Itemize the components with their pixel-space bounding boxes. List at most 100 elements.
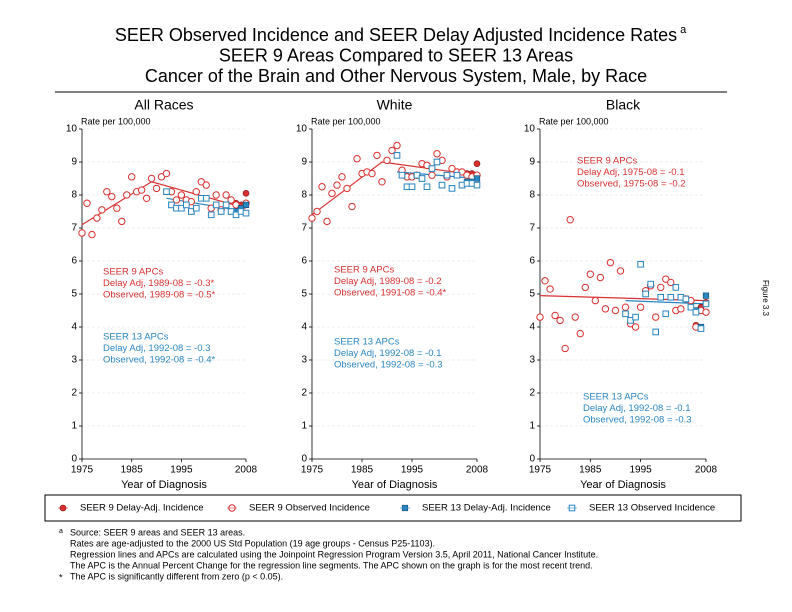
- y-tick-label: 2: [301, 388, 307, 399]
- footnote-mark: a: [59, 528, 63, 535]
- data-point: [551, 311, 559, 320]
- data-point: [458, 168, 466, 176]
- y-tick-label: 5: [71, 289, 77, 300]
- footnote: The APC is the Annual Percent Change for…: [70, 560, 593, 570]
- footnote-mark: *: [59, 572, 63, 582]
- data-point: [571, 313, 579, 321]
- x-tick-label: 1995: [401, 465, 424, 476]
- data-point: [222, 201, 230, 209]
- x-tick-label: 2008: [695, 465, 718, 476]
- annotation: Observed, 1992-08 = -0.3: [334, 360, 443, 371]
- chart-title: SEER 9 Areas Compared to SEER 13 Areas: [219, 45, 573, 65]
- x-axis-label: Year of Diagnosis: [580, 479, 666, 491]
- annotation: SEER 13 APCs: [103, 332, 169, 343]
- footnote: Source: SEER 9 areas and SEER 13 areas.: [70, 527, 245, 537]
- data-point: [408, 183, 416, 191]
- data-point: [313, 207, 321, 216]
- y-tick-label: 2: [71, 388, 77, 399]
- x-tick-label: 1975: [301, 465, 324, 476]
- footnote: The APC is significantly different from …: [70, 571, 283, 581]
- data-point: [546, 285, 554, 293]
- y-tick-label: 4: [529, 322, 535, 333]
- data-point: [423, 183, 431, 191]
- annotation: Observed, 1975-08 = -0.2: [577, 179, 686, 190]
- data-point: [576, 329, 584, 338]
- data-point: [622, 310, 629, 318]
- data-point: [636, 303, 645, 311]
- footnote: Regression lines and APCs are calculated…: [70, 549, 598, 559]
- annotation: SEER 9 APCs: [577, 156, 637, 167]
- y-tick-label: 2: [529, 388, 535, 399]
- data-point: [473, 160, 481, 167]
- data-point: [197, 178, 205, 186]
- y-tick-label: 6: [529, 256, 535, 267]
- data-point: [88, 230, 96, 239]
- annotation: Delay Adj, 1992-08 = -0.1: [583, 403, 690, 414]
- x-tick-label: 1975: [529, 465, 552, 476]
- data-point: [692, 308, 700, 316]
- data-point: [353, 155, 361, 163]
- annotation: Delay Adj, 1975-08 = -0.1: [577, 167, 684, 178]
- data-point: [702, 308, 710, 316]
- data-point: [438, 181, 446, 189]
- y-axis-label: Rate per 100,000: [81, 116, 151, 126]
- annotation: Delay Adj, 1989-08 = -0.2: [334, 276, 441, 287]
- data-point: [193, 204, 200, 212]
- data-point: [183, 201, 190, 209]
- data-point: [78, 229, 86, 237]
- y-tick-label: 1: [529, 421, 535, 432]
- data-point: [343, 184, 351, 193]
- data-point: [473, 175, 481, 182]
- data-point: [657, 294, 665, 301]
- data-point: [627, 317, 634, 324]
- y-tick-label: 9: [529, 157, 535, 168]
- data-point: [611, 306, 620, 315]
- annotation: Observed, 1992-08 = -0.3: [583, 415, 692, 426]
- data-point: [227, 208, 235, 215]
- data-point: [541, 277, 549, 285]
- data-point: [348, 202, 356, 211]
- y-tick-label: 10: [524, 124, 536, 135]
- y-tick-label: 4: [71, 322, 77, 333]
- trend-line: [396, 171, 478, 180]
- panel-title: All Races: [134, 97, 193, 113]
- data-point: [428, 165, 436, 172]
- data-point: [163, 188, 170, 195]
- data-point: [177, 191, 186, 199]
- data-point: [596, 273, 605, 282]
- y-tick-label: 7: [71, 223, 77, 234]
- data-point: [368, 169, 376, 178]
- data-point: [606, 258, 615, 267]
- data-point: [637, 261, 644, 268]
- data-point: [137, 186, 146, 194]
- y-tick-label: 3: [529, 355, 535, 366]
- data-point: [682, 295, 690, 303]
- x-tick-label: 1985: [579, 465, 602, 476]
- title-note: a: [680, 24, 687, 36]
- footnote: Rates are age-adjusted to the 2000 US St…: [70, 538, 435, 548]
- data-point: [561, 344, 569, 353]
- data-point: [212, 201, 220, 209]
- data-point: [413, 171, 421, 179]
- y-tick-label: 0: [301, 454, 307, 465]
- data-point: [378, 178, 386, 186]
- data-point: [222, 191, 230, 199]
- data-point: [98, 206, 106, 214]
- data-point: [667, 278, 675, 287]
- data-point: [702, 292, 710, 299]
- y-axis-label: Rate per 100,000: [539, 116, 609, 126]
- annotation: Observed, 1989-08 = -0.5*: [103, 290, 216, 301]
- data-point: [187, 197, 196, 206]
- x-axis-label: Year of Diagnosis: [352, 479, 438, 491]
- data-point: [308, 214, 316, 222]
- panel-title: White: [377, 97, 413, 113]
- data-point: [207, 211, 215, 219]
- data-point: [328, 189, 336, 198]
- y-tick-label: 6: [301, 256, 307, 267]
- data-point: [202, 181, 210, 189]
- data-point: [333, 181, 341, 189]
- data-point: [202, 195, 210, 202]
- data-point: [448, 164, 456, 173]
- data-point: [217, 208, 225, 215]
